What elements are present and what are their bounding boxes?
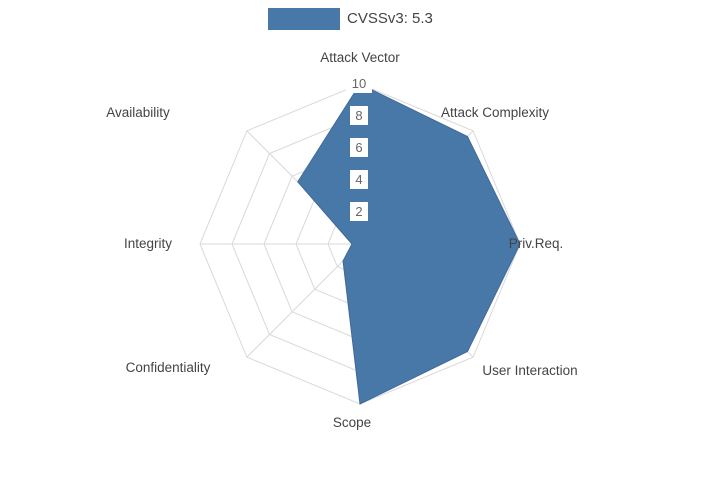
tick-label-box	[350, 202, 368, 221]
tick-label-box	[350, 106, 368, 125]
data-polygon	[297, 83, 521, 405]
axis-label-availability: Availability	[106, 105, 170, 120]
axis-label-attack-complexity: Attack Complexity	[441, 105, 549, 120]
axis-spoke	[246, 243, 361, 358]
tick-label-box	[350, 138, 368, 157]
tick-label-box	[346, 74, 372, 93]
legend-swatch	[268, 8, 340, 30]
tick-label-box	[350, 170, 368, 189]
axis-label-scope: Scope	[333, 415, 371, 430]
radial-tick-label: 10	[352, 76, 366, 91]
axis-label-attack-vector: Attack Vector	[320, 50, 400, 65]
axis-label-integrity: Integrity	[124, 236, 172, 251]
radial-tick-label: 8	[355, 108, 362, 123]
radial-tick-label: 6	[355, 140, 362, 155]
radial-tick-label: 2	[355, 204, 362, 219]
axis-label-confidentiality: Confidentiality	[126, 360, 211, 375]
legend-label: CVSSv3: 5.3	[347, 10, 433, 27]
radial-tick-label: 4	[355, 172, 362, 187]
axis-label-user-interaction: User Interaction	[482, 363, 577, 378]
axis-label-priv-req: Priv.Req.	[509, 236, 564, 251]
legend[interactable]: CVSSv3: 5.3	[268, 8, 433, 30]
